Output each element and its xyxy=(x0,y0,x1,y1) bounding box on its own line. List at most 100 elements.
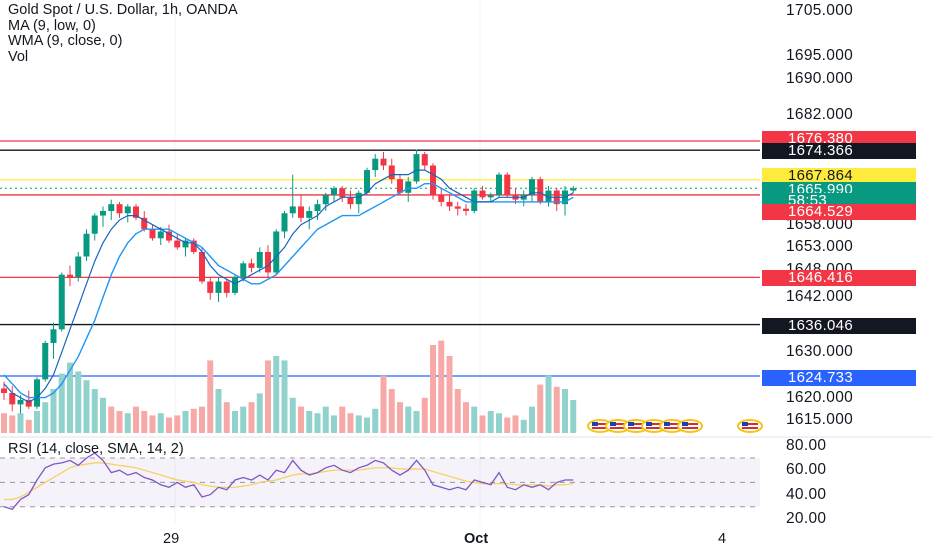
price-tick-label: 1690.000 xyxy=(786,70,854,88)
candle-body xyxy=(207,281,214,293)
candle-body xyxy=(124,206,131,214)
rsi-tick-label: 60.00 xyxy=(786,461,827,479)
candle-body xyxy=(405,181,412,193)
price-tick-label: 1653.000 xyxy=(786,238,854,256)
wma-legend[interactable]: WMA (9, close, 0) xyxy=(8,33,123,49)
us-flag-event-icon[interactable] xyxy=(659,419,685,433)
us-flag-event-icon[interactable] xyxy=(737,419,763,433)
ma-legend[interactable]: MA (9, low, 0) xyxy=(8,17,96,34)
flag-stripe xyxy=(646,423,662,425)
volume-bar xyxy=(232,411,238,433)
volume-bar xyxy=(141,411,148,433)
volume-bar xyxy=(25,419,32,433)
volume-bar xyxy=(166,417,172,433)
volume-bar xyxy=(438,340,445,433)
candle-body xyxy=(430,165,436,196)
volume-bar xyxy=(413,411,420,433)
candle-body xyxy=(496,174,502,196)
volume-bar xyxy=(91,389,98,433)
flag-canton xyxy=(610,422,616,426)
ma-line xyxy=(3,183,574,399)
candle-body xyxy=(83,233,90,257)
flag-canton xyxy=(592,422,598,426)
rsi-legend[interactable]: RSI (14, close, SMA, 14, 2) xyxy=(8,441,184,457)
volume-bar xyxy=(42,402,49,433)
vol-legend[interactable]: Vol xyxy=(8,48,29,65)
flag-stripe xyxy=(592,423,608,425)
candle-body xyxy=(298,206,304,218)
candle-body xyxy=(570,188,577,191)
candle-body xyxy=(256,251,263,268)
flag-stripe xyxy=(610,427,626,429)
candle-body xyxy=(388,165,395,180)
candle-body xyxy=(355,192,362,205)
volume-bar xyxy=(50,389,57,433)
volume-bar xyxy=(182,411,189,433)
volume-bar xyxy=(372,408,379,433)
volume-bar xyxy=(215,389,222,433)
volume-bar xyxy=(562,389,568,433)
volume-bar xyxy=(471,406,478,433)
candle-body xyxy=(471,190,478,211)
candle-body xyxy=(331,188,337,196)
flag-stripe xyxy=(682,427,698,429)
flag-stripe xyxy=(742,423,758,425)
us-flag-event-icon[interactable] xyxy=(677,419,703,433)
candle-body xyxy=(504,174,511,196)
flag-canton xyxy=(646,422,652,426)
volume-bar xyxy=(504,417,511,433)
candle-body xyxy=(545,190,552,202)
price-tick-label: 1642.000 xyxy=(786,288,854,306)
volume-bar xyxy=(58,373,65,433)
candle-body xyxy=(289,206,296,214)
candle-body xyxy=(174,240,181,248)
volume-bar xyxy=(454,389,461,433)
volume-bar xyxy=(314,413,321,433)
candle-body xyxy=(248,263,255,268)
volume-bar xyxy=(133,406,139,433)
flag-stripe xyxy=(628,427,644,429)
volume-bar xyxy=(570,400,577,433)
volume-bar xyxy=(108,406,115,433)
candle-body xyxy=(199,251,205,282)
volume-bar xyxy=(83,380,90,433)
volume-bar xyxy=(463,402,469,433)
volume-bar xyxy=(553,386,560,433)
volume-bar xyxy=(512,415,519,433)
economic-events[interactable] xyxy=(587,419,763,433)
volume-bar xyxy=(347,413,354,433)
horizontal-levels[interactable] xyxy=(0,140,760,377)
volume-bar xyxy=(281,360,288,433)
volume-bar xyxy=(339,406,346,433)
price-badge: 1636.046 xyxy=(762,318,916,334)
candle-body xyxy=(479,190,486,198)
candle-body xyxy=(25,399,32,407)
volume-bar xyxy=(322,406,329,433)
time-tick-label: 4 xyxy=(718,531,727,547)
candle-body xyxy=(232,276,238,293)
volume-bar xyxy=(355,415,362,433)
candle-body xyxy=(108,204,115,211)
flag-canton xyxy=(682,422,688,426)
chart-grid xyxy=(174,0,481,525)
volume-bar xyxy=(388,389,395,433)
candle-body xyxy=(454,206,461,209)
price-badge: 1664.529 xyxy=(762,204,916,220)
volume-bar xyxy=(149,415,156,433)
candle-body xyxy=(306,211,313,218)
volume-bar xyxy=(67,362,73,433)
candle-body xyxy=(34,379,40,407)
candle-body xyxy=(182,240,189,248)
volume-bar xyxy=(207,360,214,433)
flag-stripe xyxy=(742,427,758,429)
candle-body xyxy=(67,274,73,277)
chart-legend: Gold Spot / U.S. Dollar, 1h, OANDA MA (9… xyxy=(8,2,238,65)
volume-bar xyxy=(199,406,205,433)
candle-body xyxy=(265,251,271,273)
candle-body xyxy=(58,274,65,330)
symbol-title[interactable]: Gold Spot / U.S. Dollar, 1h, OANDA xyxy=(8,2,238,18)
volume-bar xyxy=(397,402,403,433)
event-ring xyxy=(737,419,763,433)
volume-bar xyxy=(405,406,412,433)
